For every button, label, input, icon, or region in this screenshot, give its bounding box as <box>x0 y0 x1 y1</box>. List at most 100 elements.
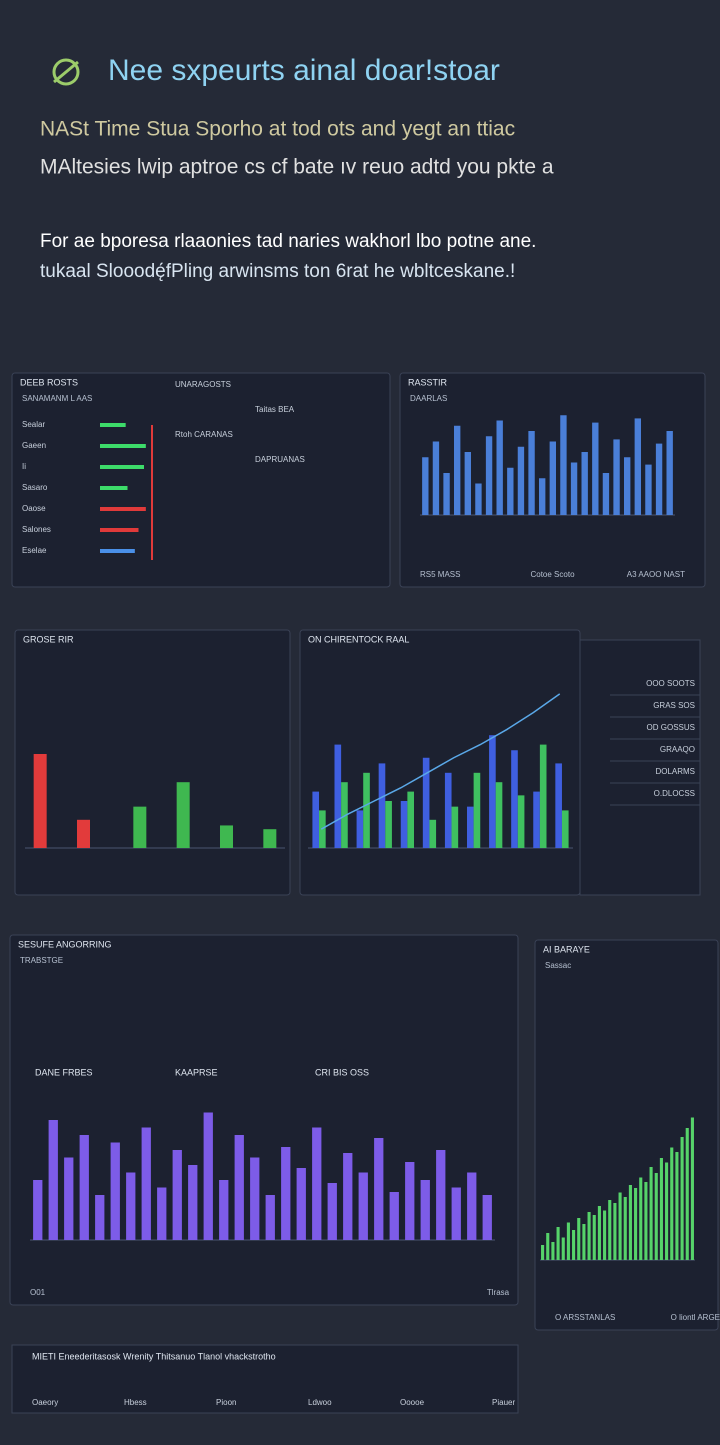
bar <box>666 431 673 515</box>
bar <box>566 1222 570 1260</box>
table-column: Pioon <box>216 1398 236 1407</box>
column-header: CRI BIS OSS <box>315 1067 369 1077</box>
bar <box>378 763 386 848</box>
bar <box>560 415 567 515</box>
panel <box>14 629 291 896</box>
bar <box>281 1147 291 1240</box>
bar <box>451 806 459 848</box>
bar <box>407 791 414 848</box>
bar <box>133 806 147 848</box>
bar <box>48 1120 58 1240</box>
bar <box>608 1200 612 1260</box>
bar <box>265 1195 275 1240</box>
footer-label: O liontl ARGES <box>671 1313 720 1322</box>
bar <box>659 1158 663 1260</box>
row-label: Sealar <box>22 420 45 429</box>
row-label: Oaose <box>22 504 46 513</box>
bar <box>690 1117 694 1260</box>
bar <box>613 439 620 515</box>
table-column: Oaeory <box>32 1398 58 1407</box>
table-column: Ldwoo <box>308 1398 332 1407</box>
bar <box>603 1210 607 1260</box>
bar <box>556 1227 560 1260</box>
bar <box>100 465 144 469</box>
bar <box>473 772 481 848</box>
list-item: GRAAQO <box>660 745 695 754</box>
table-column: Piauer <box>492 1398 515 1407</box>
panel-subtitle: Sassac <box>545 961 571 970</box>
bar <box>539 478 546 515</box>
panel-title: RASSTIR <box>408 377 448 387</box>
table-column: Ooooe <box>400 1398 425 1407</box>
panel-title: GROSE RIR <box>23 634 74 644</box>
bar <box>157 1187 167 1240</box>
bar <box>110 1142 120 1240</box>
list-item: DOLARMS <box>655 767 695 776</box>
panel-title: ON CHIRENTOCK RAAL <box>308 634 409 644</box>
bar <box>528 431 535 515</box>
bar <box>592 422 599 515</box>
panel-subtitle: DAARLAS <box>410 394 447 403</box>
bar <box>250 1157 260 1240</box>
bar <box>100 507 146 511</box>
footer-label: Cotoe Scoto <box>530 570 575 579</box>
panel-title: AI BARAYE <box>543 944 590 954</box>
trend-line <box>320 693 561 830</box>
row-label: Eselae <box>22 546 47 555</box>
bar <box>296 1168 306 1240</box>
bar <box>451 1187 461 1240</box>
bar <box>100 549 135 553</box>
bar <box>496 420 503 515</box>
note: Rtoh CARANAS <box>175 430 233 439</box>
bar <box>444 772 452 848</box>
bar <box>582 1224 586 1260</box>
row-label: Gaeen <box>22 441 46 450</box>
panel <box>299 629 581 896</box>
bar <box>79 1135 89 1240</box>
bar <box>675 1152 679 1260</box>
row-label: Ii <box>22 462 26 471</box>
bar <box>464 452 471 515</box>
bar <box>597 1206 601 1260</box>
bar <box>577 1218 581 1260</box>
bar <box>436 1150 446 1240</box>
bar <box>400 801 408 848</box>
intro: tukaal Slooodę́fPling arwinsms ton 6rat … <box>40 261 515 282</box>
bar <box>358 1172 368 1240</box>
bar <box>467 1172 477 1240</box>
bar <box>685 1128 689 1260</box>
bar <box>374 1138 384 1240</box>
bar <box>219 1180 229 1240</box>
bar <box>549 441 556 515</box>
bar <box>220 825 233 848</box>
bar <box>511 750 518 848</box>
bar <box>389 1192 399 1240</box>
bar <box>655 443 663 515</box>
bar <box>356 810 364 848</box>
bar <box>485 436 493 515</box>
bar <box>100 528 139 532</box>
bar <box>176 782 190 848</box>
bar <box>405 1162 415 1240</box>
list-item: GRAS SOS <box>653 701 695 710</box>
row-label: Salones <box>22 525 51 534</box>
bar <box>665 1162 669 1260</box>
bar <box>507 467 514 515</box>
panel-title: SESUFE ANGORRING <box>18 939 112 949</box>
bar <box>541 1245 545 1260</box>
bar <box>467 806 474 848</box>
bar <box>363 772 370 848</box>
bar <box>649 1167 653 1260</box>
bar <box>517 795 525 848</box>
bar <box>64 1157 74 1240</box>
note: DAPRUANAS <box>255 455 305 464</box>
bar <box>234 1135 244 1240</box>
column-header: KAAPRSE <box>175 1067 218 1077</box>
table-title: MIETI Eneederitasosk Wrenity Thitsanuo T… <box>32 1351 276 1361</box>
subtitle: MAltesies lwip aptroe cs cf bate ıv reuo… <box>40 156 554 179</box>
bar <box>546 1233 550 1260</box>
bar <box>100 423 126 427</box>
bar <box>680 1137 684 1260</box>
bar <box>263 829 277 848</box>
